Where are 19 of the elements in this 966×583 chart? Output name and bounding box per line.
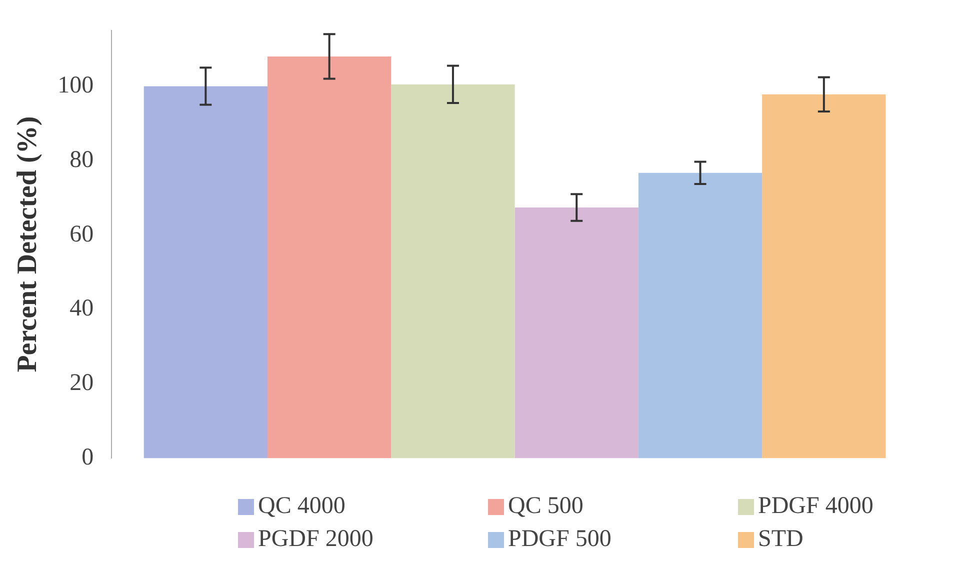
bar: [391, 84, 515, 458]
bar: [762, 94, 886, 458]
y-tick-label: 60: [70, 221, 94, 248]
bar: [144, 86, 268, 458]
y-axis-title: Percent Detected (%): [12, 116, 44, 372]
bar: [514, 207, 638, 458]
legend-label: QC 500: [508, 493, 584, 520]
y-tick-label: 0: [82, 444, 94, 470]
legend-label: PDGF 4000: [758, 493, 874, 520]
y-tick-label: 40: [70, 296, 94, 322]
y-tick-label: 80: [70, 146, 94, 173]
legend-label: STD: [758, 526, 804, 553]
bar: [638, 172, 762, 458]
bar: [268, 56, 392, 458]
legend-label: PDGF 500: [508, 526, 612, 553]
y-tick-label: 100: [58, 72, 94, 98]
y-tick-label: 20: [70, 370, 94, 396]
legend-label: PGDF 2000: [258, 526, 374, 553]
legend-label: QC 4000: [258, 493, 346, 520]
